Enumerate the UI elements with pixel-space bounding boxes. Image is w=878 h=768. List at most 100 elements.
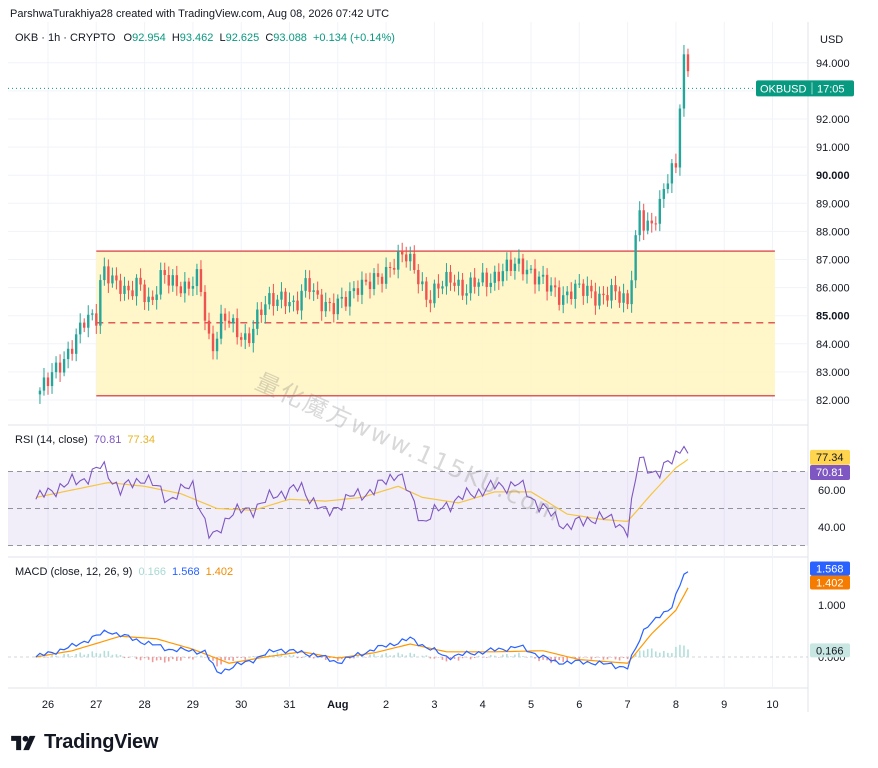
macd-hist-bar [473, 657, 476, 659]
candle-body [91, 313, 94, 315]
candle-body [256, 309, 259, 329]
candle-body [437, 283, 440, 289]
macd-hist-bar [675, 646, 677, 657]
macd-hist-bar [135, 657, 138, 660]
candle-body [630, 280, 633, 305]
macd-hist-bar [200, 655, 202, 657]
macd-hist-bar [212, 657, 214, 661]
candle-body [606, 295, 609, 301]
macd-hist-bar [642, 650, 645, 657]
open-value: 92.954 [132, 32, 166, 44]
macd-line [35, 571, 689, 675]
candle-body [272, 293, 275, 307]
candle-body [634, 235, 637, 281]
macd-hist-bar [159, 657, 162, 661]
macd-hist-bar [147, 657, 150, 660]
candle-body [119, 280, 122, 294]
candle-body [610, 285, 613, 301]
y-tick-label: 87.000 [816, 255, 850, 267]
candle-body [582, 283, 585, 296]
y-tick-label: 92.000 [816, 114, 850, 126]
symbol-name[interactable]: OKB · 1h · CRYPTO [15, 32, 116, 44]
symbol-bar: OKB · 1h · CRYPTO O92.954 H93.462 L92.62… [15, 32, 395, 44]
macd-hist-bar [71, 656, 73, 657]
low-value: 92.625 [225, 32, 260, 44]
candle-body [340, 296, 344, 299]
tradingview-logo-icon [11, 735, 36, 750]
macd-hist-bar [646, 648, 649, 657]
candle-body [578, 283, 581, 285]
candle-body [590, 285, 593, 292]
candle-body [380, 276, 384, 284]
candle-body [570, 291, 573, 299]
macd-hist-bar [477, 655, 480, 657]
macd-hist-bar [654, 651, 657, 657]
candle-body [46, 377, 50, 387]
macd-hist-bar [449, 657, 452, 659]
tradingview-brand[interactable]: TradingView [10, 731, 158, 754]
y-tick-label: 89.000 [816, 198, 850, 210]
macd-hist-bar [357, 655, 359, 657]
candle-body [469, 277, 472, 294]
macd-hist-bar [151, 657, 154, 663]
macd-hist-legend-value: 0.166 [138, 566, 166, 578]
macd-hist-bar [377, 656, 379, 657]
macd-hist-bar [618, 657, 621, 661]
candle-body [396, 251, 400, 270]
macd-hist-bar [598, 657, 601, 658]
macd-hist-bar [590, 657, 593, 660]
candle-body [304, 278, 307, 291]
candle-body [292, 300, 295, 303]
macd-hist-bar [622, 657, 625, 659]
macd-hist-bar [397, 652, 399, 657]
candle-body [107, 266, 110, 284]
candle-body [147, 296, 150, 303]
candle-body [139, 277, 142, 285]
x-tick-label: 3 [431, 699, 437, 711]
candle-body [344, 296, 348, 307]
macd-hist-bar [252, 655, 255, 657]
macd-hist-bar [47, 657, 49, 658]
signal-legend-value: 1.402 [205, 566, 234, 578]
macd-hist-bar [328, 657, 331, 659]
macd-hist-bar [433, 657, 436, 659]
candle-body [83, 322, 86, 328]
macd-hist-bar [421, 655, 424, 657]
macd-hist-bar [55, 655, 57, 657]
currency-label: USD [820, 34, 843, 46]
macd-legend[interactable]: MACD (close, 12, 26, 9) 0.166 1.568 1.40… [15, 566, 233, 578]
rsi-legend[interactable]: RSI (14, close) 70.81 77.34 [15, 434, 155, 446]
candle-body [167, 275, 170, 286]
candle-body [557, 287, 561, 305]
macd-hist-bar [204, 657, 206, 658]
candle-body [481, 272, 484, 283]
macd-hist-bar [481, 657, 484, 658]
macd-hist-bar [578, 657, 581, 660]
macd-hist-bar [437, 657, 440, 658]
candle-body [405, 254, 408, 262]
candle-body [203, 291, 207, 321]
macd-hist-bar [51, 654, 53, 657]
macd-hist-bar [365, 657, 367, 658]
macd-hist-bar [679, 644, 681, 657]
x-tick-label: 10 [766, 699, 778, 711]
macd-hist-bar [389, 655, 391, 657]
y-tick-label: 85.000 [816, 311, 850, 323]
candle-body [135, 277, 138, 297]
change-value: +0.134 (+0.14%) [313, 32, 395, 44]
candle-body [155, 294, 158, 300]
candle-body [143, 284, 146, 303]
macd-hist-bar [167, 657, 170, 662]
candle-body [586, 285, 589, 296]
x-tick-label: 27 [90, 699, 102, 711]
candle-body [131, 290, 134, 297]
candle-body [549, 285, 553, 292]
candle-body [300, 290, 303, 311]
macd-hist-bar [369, 654, 371, 657]
macd-hist-bar [176, 657, 178, 661]
macd-hist-bar [606, 657, 609, 660]
candle-body [252, 328, 255, 344]
macd-hist-bar [485, 657, 488, 658]
candle-body [364, 279, 368, 282]
